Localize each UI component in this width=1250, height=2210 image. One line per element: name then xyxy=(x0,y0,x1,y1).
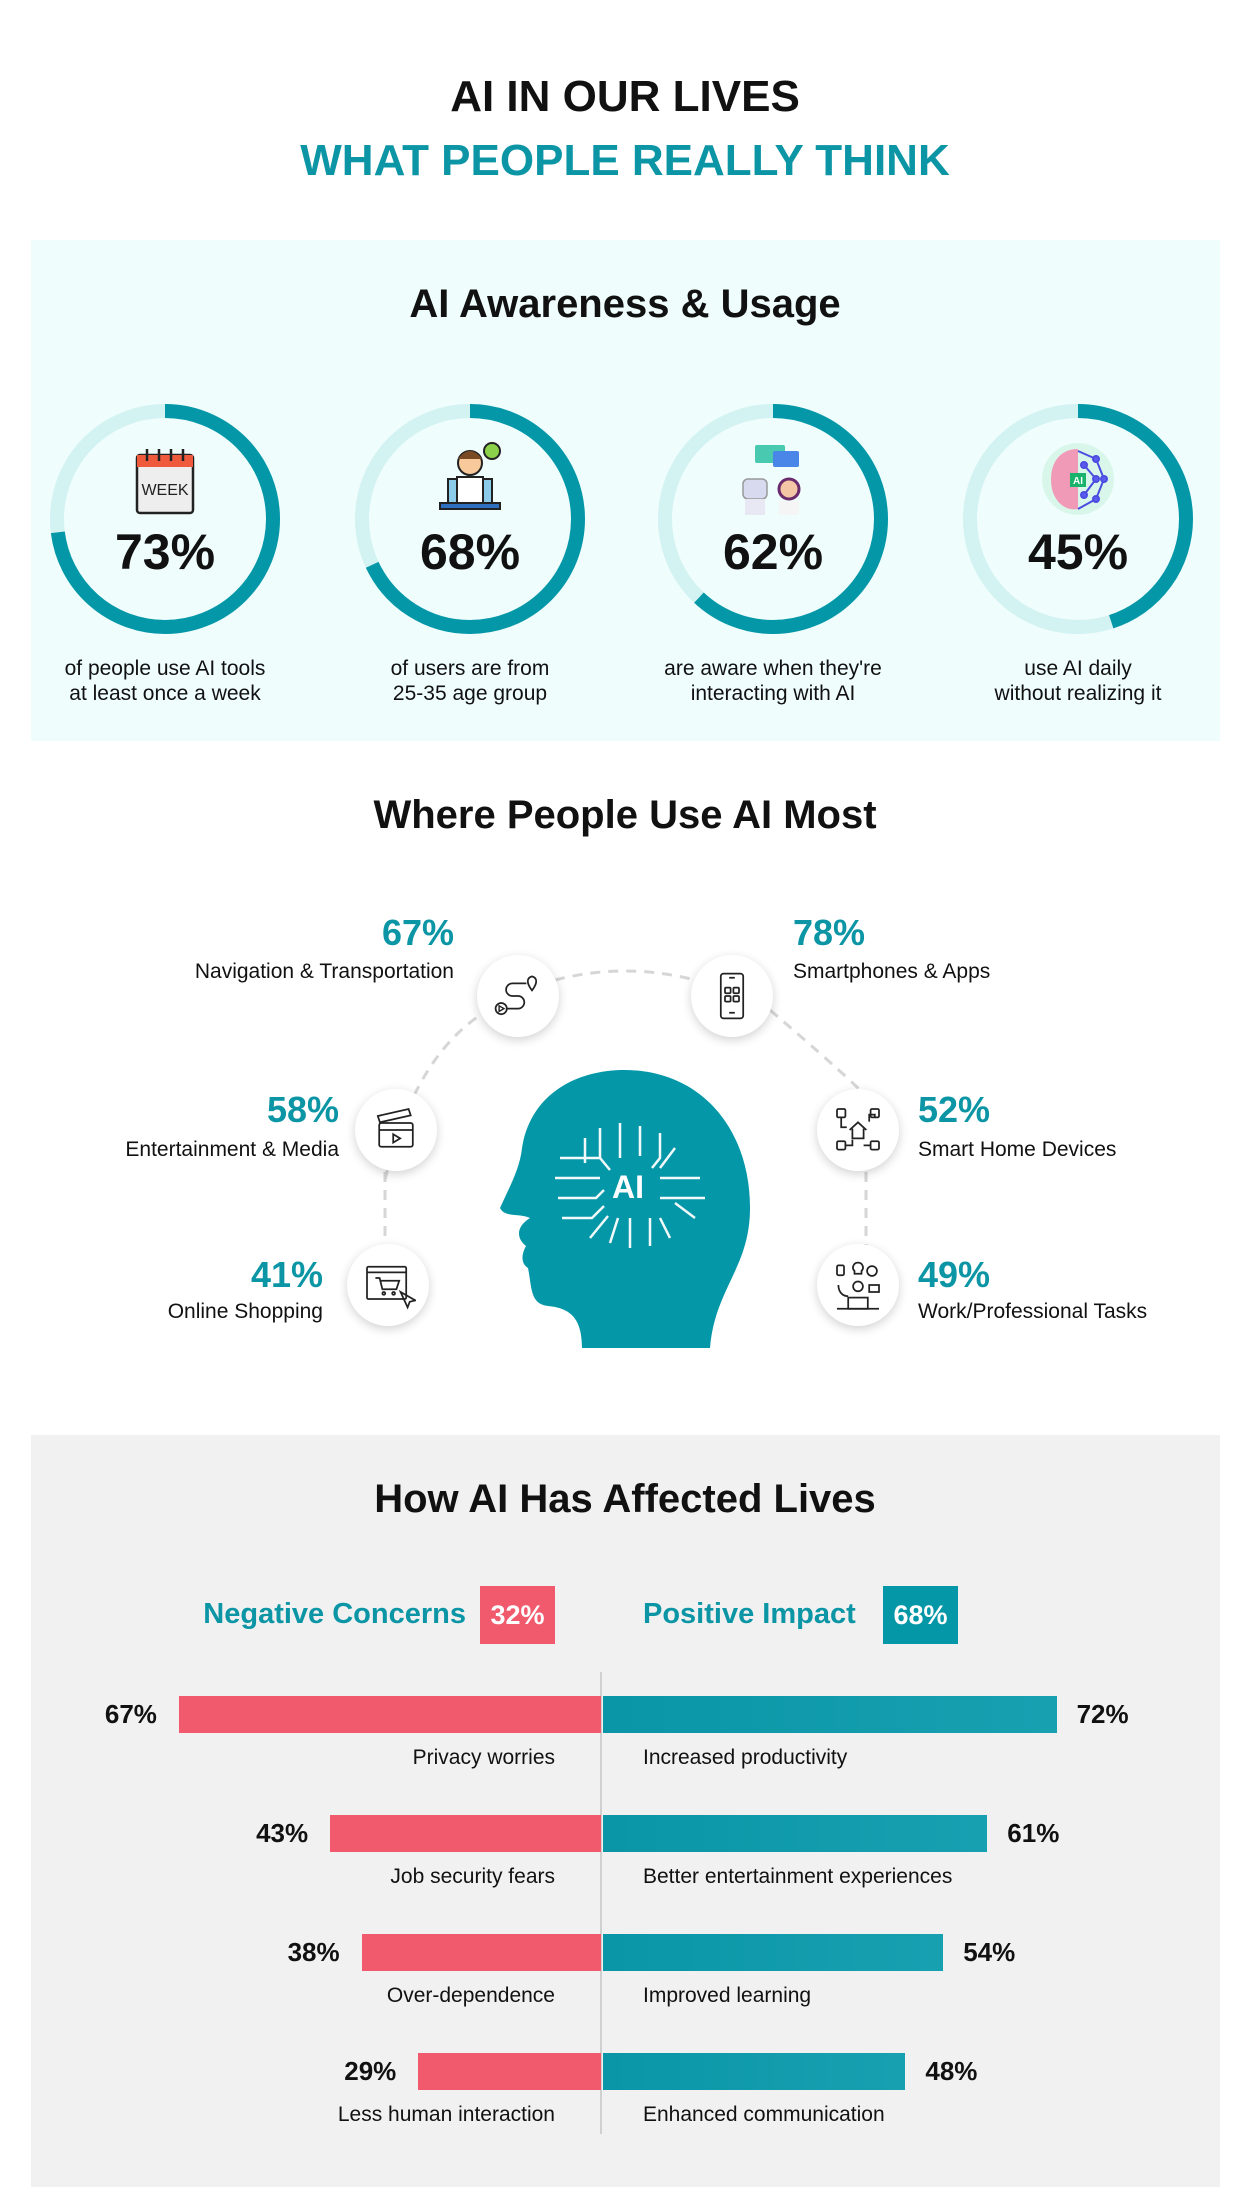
positive-header: Positive Impact xyxy=(643,1598,856,1630)
positive-label: Enhanced communication xyxy=(643,2103,885,2126)
usage-label: Smartphones & Apps xyxy=(793,960,991,983)
negative-bar xyxy=(330,1815,601,1852)
usage-label: Navigation & Transportation xyxy=(194,960,454,983)
stat-caption-line1: of people use AI tools xyxy=(64,657,266,680)
positive-bar xyxy=(603,2053,906,2090)
stat-caption-line2: 25-35 age group xyxy=(392,682,548,705)
negative-bar xyxy=(178,1696,601,1733)
negative-bar xyxy=(418,2053,601,2090)
negative-label: Over-dependence xyxy=(386,1984,555,2007)
awareness-title: AI Awareness & Usage xyxy=(409,282,841,326)
stat-percent: 68% xyxy=(419,524,521,580)
route-icon xyxy=(494,975,538,1016)
stat-caption-line2: interacting with AI xyxy=(690,682,856,705)
robot-chat-icon xyxy=(733,439,813,519)
usage-label: Smart Home Devices xyxy=(918,1138,1117,1161)
ring-progress xyxy=(658,404,888,634)
usage-icon-bubble xyxy=(817,1089,899,1171)
stat-caption: use AI daily without realizing it xyxy=(928,656,1228,706)
positive-label: Better entertainment experiences xyxy=(643,1865,953,1888)
smartphone-apps-icon xyxy=(719,972,745,1020)
user-laptop-icon xyxy=(430,439,510,519)
negative-bar xyxy=(361,1934,601,1971)
stat-ring: WEEK 73% xyxy=(45,399,285,639)
negative-header: Negative Concerns xyxy=(203,1598,466,1630)
stat-percent: 73% xyxy=(114,524,216,580)
usage-percent: 58% xyxy=(266,1089,339,1130)
usage-icon-bubble xyxy=(355,1089,437,1171)
stat-ring: 62% xyxy=(653,399,893,639)
usage-percent: 52% xyxy=(918,1089,991,1130)
negative-label: Job security fears xyxy=(390,1865,555,1888)
positive-total-badge: 68% xyxy=(883,1586,958,1644)
clapperboard-icon xyxy=(376,1107,414,1148)
stat-ring: AI 45% xyxy=(958,399,1198,639)
stat-caption-line2: at least once a week xyxy=(69,682,261,705)
stat-caption: of people use AI tools at least once a we… xyxy=(15,656,315,706)
ai-head-icon: AI xyxy=(500,1069,750,1348)
usage-percent: 49% xyxy=(918,1254,991,1295)
main-title: AI IN OUR LIVES xyxy=(450,72,800,121)
stat-caption: of users are from 25-35 age group xyxy=(320,656,620,706)
usage-icon-bubble xyxy=(347,1244,429,1326)
ai-brain-icon: AI xyxy=(1038,439,1118,519)
svg-text:WEEK: WEEK xyxy=(141,482,188,499)
negative-total-badge: 32% xyxy=(480,1586,555,1644)
usage-percent: 78% xyxy=(793,912,866,953)
stat-percent: 45% xyxy=(1027,524,1129,580)
negative-value: 29% xyxy=(344,2056,397,2086)
usage-percent: 67% xyxy=(381,912,454,953)
positive-value: 72% xyxy=(1076,1699,1129,1729)
smart-home-icon xyxy=(836,1108,880,1151)
usage-icon-bubble xyxy=(477,955,559,1037)
usage-icon-bubble xyxy=(817,1244,899,1326)
ring-progress xyxy=(355,404,585,634)
negative-value: 43% xyxy=(256,1818,309,1848)
negative-label: Privacy worries xyxy=(412,1746,555,1769)
usage-label: Online Shopping xyxy=(167,1300,323,1323)
usage-label: Entertainment & Media xyxy=(125,1138,339,1161)
svg-text:AI: AI xyxy=(1073,476,1083,487)
negative-value: 67% xyxy=(104,1699,157,1729)
usage-icon-bubble xyxy=(691,955,773,1037)
positive-label: Improved learning xyxy=(643,1984,812,2007)
usage-percent: 41% xyxy=(250,1254,323,1295)
affected-title: How AI Has Affected Lives xyxy=(374,1477,876,1521)
positive-bar xyxy=(603,1934,944,1971)
awareness-section xyxy=(31,240,1220,741)
shopping-cart-icon xyxy=(366,1265,416,1310)
calendar-week-icon: WEEK xyxy=(125,439,205,519)
ring-progress xyxy=(50,404,280,634)
negative-value: 38% xyxy=(287,1937,340,1967)
stat-percent: 62% xyxy=(722,524,824,580)
negative-label: Less human interaction xyxy=(337,2103,555,2126)
center-axis-line xyxy=(600,1672,602,2134)
stat-caption-line1: are aware when they're xyxy=(664,657,882,680)
stat-ring: 68% xyxy=(350,399,590,639)
stat-caption-line2: without realizing it xyxy=(994,682,1162,705)
work-tasks-icon xyxy=(836,1261,880,1310)
positive-label: Increased productivity xyxy=(643,1746,848,1769)
positive-bar xyxy=(603,1696,1057,1733)
positive-value: 61% xyxy=(1007,1818,1060,1848)
stat-caption-line1: of users are from xyxy=(390,657,550,680)
ring-progress xyxy=(963,404,1193,634)
svg-text:AI: AI xyxy=(612,1169,644,1205)
usage-title: Where People Use AI Most xyxy=(373,793,877,837)
positive-value: 48% xyxy=(925,2056,978,2086)
main-subtitle: WHAT PEOPLE REALLY THINK xyxy=(300,136,950,185)
usage-label: Work/Professional Tasks xyxy=(918,1300,1148,1323)
stat-caption: are aware when they're interacting with A… xyxy=(623,656,923,706)
stat-caption-line1: use AI daily xyxy=(1024,657,1132,680)
positive-value: 54% xyxy=(963,1937,1016,1967)
positive-bar xyxy=(603,1815,988,1852)
